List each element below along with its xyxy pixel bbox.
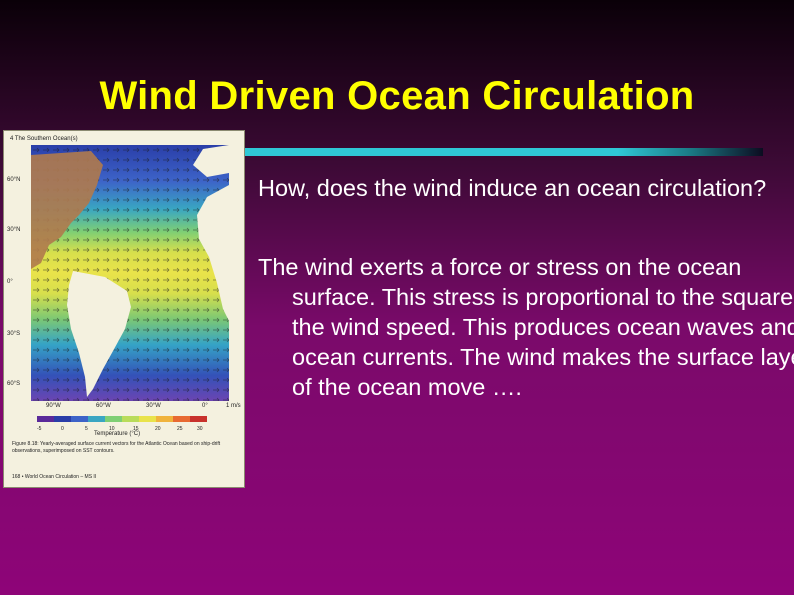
- lon-label: 30°W: [146, 403, 161, 409]
- temperature-colorbar: -5 0 5 10 15 20 25 30: [37, 416, 207, 432]
- south-america-landmass: [67, 271, 131, 397]
- figure-caption: Figure 8.18: Yearly-averaged surface cur…: [12, 441, 221, 454]
- lon-label: 0°: [202, 403, 208, 409]
- colorbar-tick: 5: [85, 426, 88, 432]
- europe-landmass: [193, 145, 229, 177]
- lon-label: 60°W: [96, 403, 111, 409]
- colorbar-tick: 20: [155, 426, 161, 432]
- question-paragraph: How, does the wind induce an ocean circu…: [258, 175, 767, 201]
- colorbar-tick: 0: [61, 426, 64, 432]
- africa-landmass: [197, 185, 229, 321]
- slide-title: Wind Driven Ocean Circulation: [99, 74, 695, 118]
- north-america-landmass: [31, 151, 103, 269]
- figure-footer: 168 • World Ocean Circulation – MS II: [12, 474, 97, 480]
- ocean-circulation-figure: 4 The Southern Ocean(s): [3, 130, 245, 488]
- colorbar-tick: 25: [177, 426, 183, 432]
- lat-label: 30°N: [7, 227, 21, 233]
- atlantic-current-map: [31, 145, 229, 401]
- colorbar-unit: 1 m/s: [226, 403, 241, 409]
- title-rule: [245, 148, 763, 156]
- colorbar-tick: 30: [197, 426, 203, 432]
- lat-label: 60°N: [7, 177, 21, 183]
- lon-label: 90°W: [46, 403, 61, 409]
- lat-label: 30°S: [7, 331, 21, 337]
- colorbar-label: Temperature (°C): [94, 431, 141, 437]
- colorbar-tick: 10: [109, 426, 115, 432]
- colorbar-tick: -5: [37, 426, 42, 432]
- explanation-paragraph: The wind exerts a force or stress on the…: [258, 254, 794, 400]
- colorbar-tick: 15: [133, 426, 139, 432]
- lat-label: 60°S: [7, 381, 21, 387]
- figure-header: 4 The Southern Ocean(s): [10, 136, 78, 142]
- lat-label: 0°: [7, 279, 13, 285]
